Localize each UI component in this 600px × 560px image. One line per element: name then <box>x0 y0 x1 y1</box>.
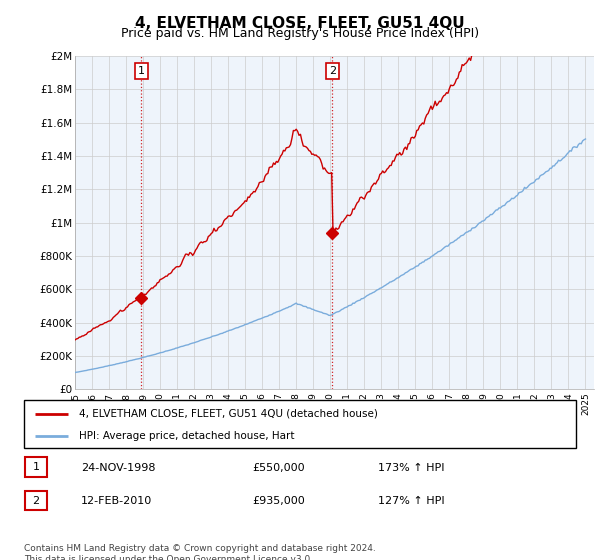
Text: 4, ELVETHAM CLOSE, FLEET, GU51 4QU (detached house): 4, ELVETHAM CLOSE, FLEET, GU51 4QU (deta… <box>79 409 378 419</box>
Text: 173% ↑ HPI: 173% ↑ HPI <box>378 463 445 473</box>
Text: £550,000: £550,000 <box>252 463 305 473</box>
Text: 127% ↑ HPI: 127% ↑ HPI <box>378 496 445 506</box>
FancyBboxPatch shape <box>25 491 47 510</box>
Text: 4, ELVETHAM CLOSE, FLEET, GU51 4QU: 4, ELVETHAM CLOSE, FLEET, GU51 4QU <box>135 16 465 31</box>
Text: 2: 2 <box>329 66 336 76</box>
FancyBboxPatch shape <box>24 400 576 448</box>
Text: 12-FEB-2010: 12-FEB-2010 <box>81 496 152 506</box>
FancyBboxPatch shape <box>25 458 47 477</box>
Text: 2: 2 <box>32 496 40 506</box>
Text: 1: 1 <box>138 66 145 76</box>
Text: 24-NOV-1998: 24-NOV-1998 <box>81 463 155 473</box>
Text: Contains HM Land Registry data © Crown copyright and database right 2024.
This d: Contains HM Land Registry data © Crown c… <box>24 544 376 560</box>
Text: HPI: Average price, detached house, Hart: HPI: Average price, detached house, Hart <box>79 431 295 441</box>
Text: 1: 1 <box>32 462 40 472</box>
Text: £935,000: £935,000 <box>252 496 305 506</box>
Text: Price paid vs. HM Land Registry's House Price Index (HPI): Price paid vs. HM Land Registry's House … <box>121 27 479 40</box>
